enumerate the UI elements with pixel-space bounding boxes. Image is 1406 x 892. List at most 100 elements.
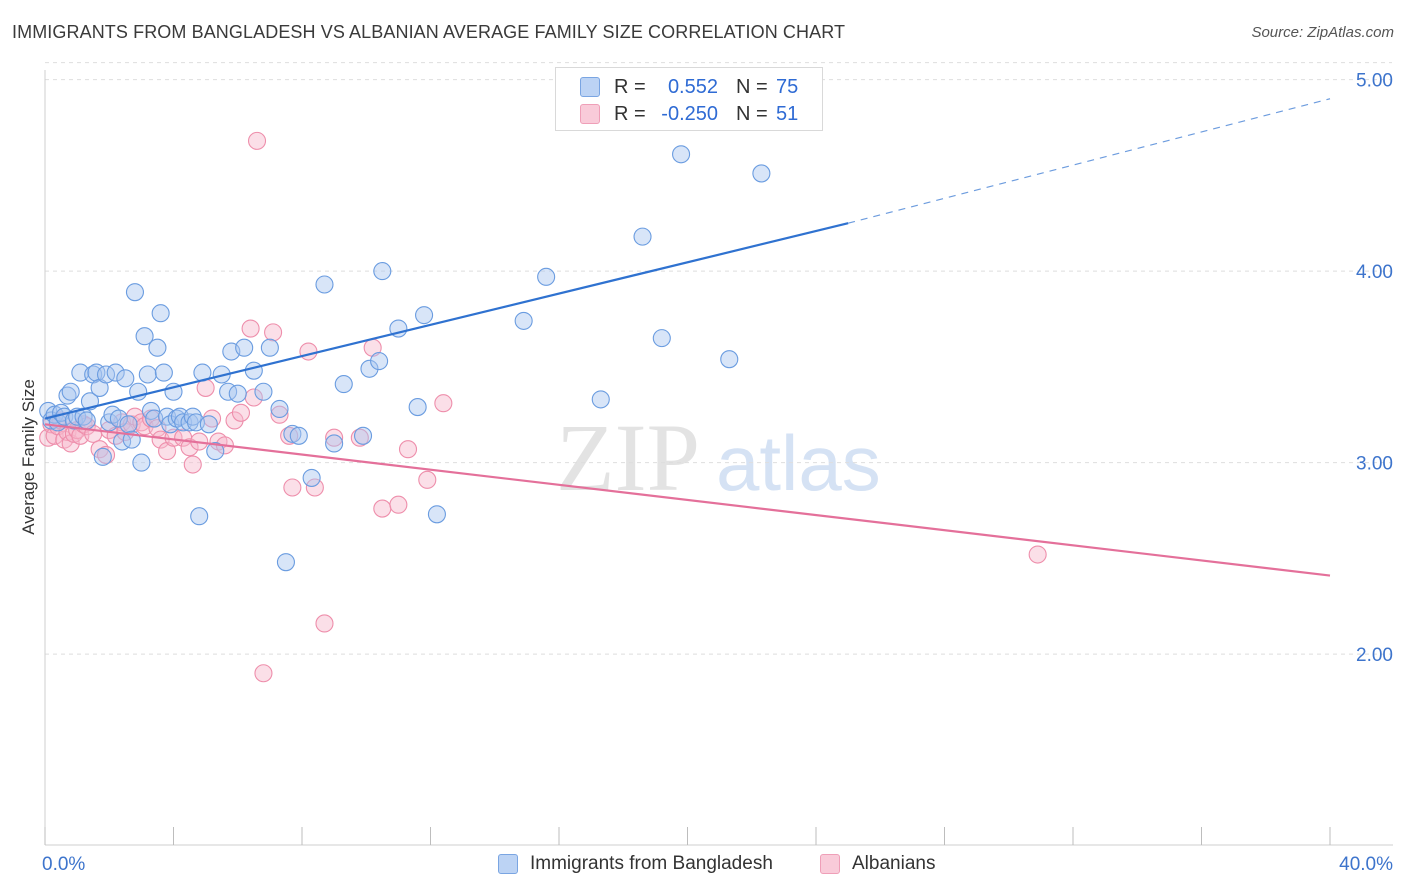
albanians-point [299, 342, 318, 361]
bangladesh-point [260, 338, 279, 357]
bangladesh-point [270, 399, 289, 419]
albanians-point [225, 411, 244, 430]
legend-swatch-blue [498, 854, 518, 874]
bangladesh-point [106, 363, 125, 382]
bangladesh-point [132, 453, 151, 472]
bangladesh-point [302, 468, 321, 487]
bangladesh-point [408, 398, 427, 417]
trend-lines [44, 98, 1331, 577]
bangladesh-point [370, 352, 389, 371]
albanians-point [305, 478, 324, 497]
y-axis-label: Average Family Size [19, 379, 38, 535]
bangladesh-trend-line [44, 222, 849, 420]
bangladesh-point [415, 306, 434, 325]
albanians-point [1028, 545, 1047, 564]
r-label: R = [614, 103, 646, 125]
series-legend: Immigrants from Bangladesh Albanians [0, 852, 1406, 878]
bangladesh-point [174, 413, 193, 432]
stats-row-bangladesh: R = 0.552 N = 75 [556, 73, 822, 101]
bangladesh-point [334, 375, 353, 394]
bangladesh-point [190, 507, 209, 526]
source-label: Source: ZipAtlas.com [1251, 24, 1394, 41]
albanians-point [241, 319, 260, 338]
bangladesh-point [537, 267, 556, 286]
albanians-points [39, 131, 1047, 683]
albanians-point [389, 495, 408, 514]
bangladesh-point [109, 409, 128, 428]
bangladesh-point [138, 365, 157, 384]
bangladesh-point [206, 442, 225, 461]
albanians-point [434, 394, 453, 413]
bangladesh-point [235, 338, 254, 357]
albanians-point [350, 428, 369, 447]
axes [44, 70, 1393, 846]
bangladesh-point [720, 350, 739, 369]
bangladesh-point [116, 369, 135, 388]
chart-title: IMMIGRANTS FROM BANGLADESH VS ALBANIAN A… [12, 22, 846, 42]
gridlines [45, 62, 1392, 655]
bangladesh-point [154, 363, 173, 382]
r-label: R = [614, 76, 646, 98]
bangladesh-point [652, 329, 671, 348]
bangladesh-point [289, 426, 308, 445]
albanians-point [315, 614, 334, 633]
y-tick-label: 4.00 [1356, 262, 1393, 283]
r-value: 0.552 [667, 76, 718, 98]
albanians-point [180, 438, 199, 457]
bangladesh-point [325, 434, 344, 453]
x-tick-label-min: 0.0% [42, 854, 85, 875]
bangladesh-trend-extension [847, 98, 1331, 224]
bangladesh-point [77, 411, 96, 430]
bangladesh-point [61, 382, 80, 401]
bangladesh-point [125, 283, 144, 302]
bangladesh-point [228, 384, 247, 403]
albanians-point [231, 403, 251, 422]
zipatlas-watermark: ZIP atlas [556, 404, 881, 511]
legend-label: Albanians [852, 853, 936, 874]
bangladesh-point [119, 415, 138, 434]
legend-swatch-pink [580, 104, 600, 124]
legend-swatch-pink [820, 854, 840, 874]
bangladesh-point [373, 262, 392, 281]
albanians-point [418, 470, 437, 489]
bangladesh-point [93, 447, 112, 466]
r-value: -0.250 [661, 103, 718, 125]
y-tick-label: 5.00 [1356, 71, 1393, 92]
albanians-point [283, 478, 302, 497]
bangladesh-point [283, 424, 302, 443]
bangladesh-point [135, 327, 154, 346]
legend-label: Immigrants from Bangladesh [530, 853, 773, 874]
n-label: N = [736, 103, 768, 125]
bangladesh-point [360, 359, 379, 378]
albanians-point [373, 499, 392, 518]
albanians-point [183, 455, 202, 474]
n-value: 51 [776, 103, 799, 125]
stats-legend: R = 0.552 N = 75 R = -0.250 N = 51 [555, 67, 823, 131]
x-tick-label-max: 40.0% [1339, 854, 1393, 875]
bangladesh-point [151, 304, 170, 323]
tick-labels: 2.00 3.00 4.00 5.00 0.0% 40.0% [42, 71, 1393, 875]
bangladesh-point [752, 164, 771, 183]
bangladesh-point [591, 390, 610, 409]
watermark-zip: ZIP [556, 404, 700, 511]
albanians-point [280, 426, 299, 445]
y-tick-label: 2.00 [1356, 645, 1393, 666]
bangladesh-point [199, 415, 218, 434]
stats-row-albanians: R = -0.250 N = 51 [556, 100, 822, 128]
bangladesh-point [254, 382, 273, 401]
bangladesh-point [180, 413, 199, 432]
bangladesh-point [633, 227, 652, 246]
bangladesh-point [315, 275, 334, 294]
bangladesh-point [170, 407, 189, 426]
bangladesh-points [39, 145, 771, 572]
bangladesh-point [353, 426, 373, 445]
bangladesh-point [244, 361, 263, 380]
albanians-point [398, 440, 418, 459]
albanians-point [254, 664, 273, 683]
bangladesh-point [672, 145, 691, 164]
bangladesh-point [183, 407, 202, 426]
albanians-point [247, 131, 267, 150]
albanians-trend-line [44, 423, 1331, 577]
albanians-point [270, 405, 289, 424]
bangladesh-point [148, 338, 167, 357]
